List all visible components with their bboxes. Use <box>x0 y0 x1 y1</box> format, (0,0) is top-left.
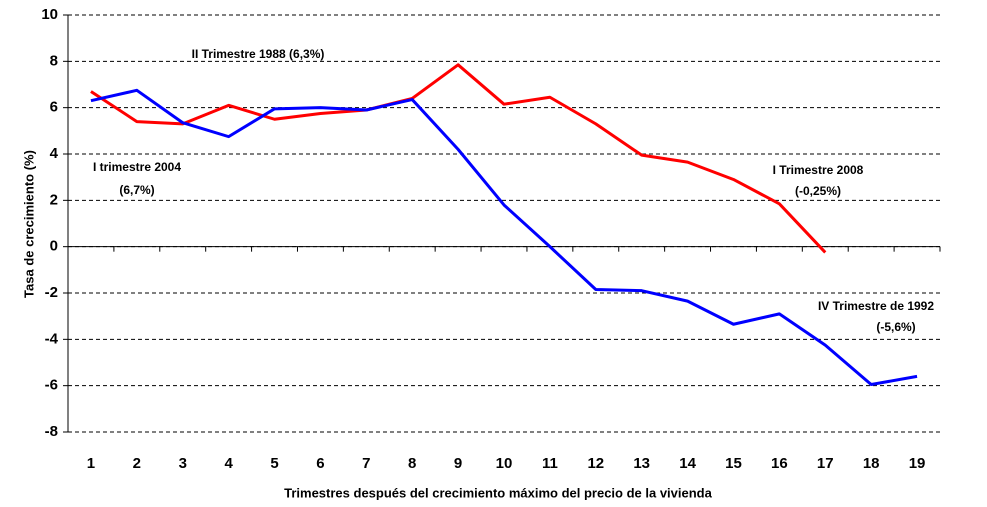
x-tick-label: 11 <box>542 455 558 472</box>
y-tick-label: 8 <box>50 52 58 69</box>
x-tick-label: 16 <box>771 455 788 472</box>
annotation: (6,7%) <box>119 183 154 197</box>
y-tick-label: 2 <box>50 191 58 208</box>
series-line <box>90 88 918 387</box>
annotation: II Trimestre 1988 (6,3%) <box>192 47 325 61</box>
annotation: (-5,6%) <box>876 320 915 334</box>
x-tick-label: 14 <box>679 455 696 472</box>
x-tick-label: 1 <box>87 455 95 472</box>
y-tick-label: -2 <box>45 284 58 301</box>
annotation: I Trimestre 2008 <box>773 163 864 177</box>
x-axis-label: Trimestres después del crecimiento máxim… <box>284 485 713 500</box>
x-tick-label: 8 <box>408 455 416 472</box>
annotation: (-0,25%) <box>795 184 841 198</box>
y-tick-label: -6 <box>45 377 58 394</box>
x-tick-label: 7 <box>362 455 370 472</box>
x-tick-label: 5 <box>270 455 278 472</box>
x-tick-label: 6 <box>316 455 324 472</box>
x-tick-label: 17 <box>817 455 834 472</box>
y-tick-label: 10 <box>41 6 58 23</box>
y-tick-label: 4 <box>50 145 59 162</box>
x-tick-label: 12 <box>587 455 604 472</box>
x-tick-label: 3 <box>179 455 187 472</box>
y-tick-label: 0 <box>50 238 58 255</box>
x-tick-label: 13 <box>633 455 650 472</box>
x-tick-label: 4 <box>224 455 233 472</box>
x-tick-label: 18 <box>863 455 880 472</box>
y-tick-label: -4 <box>45 330 59 347</box>
x-tick-label: 2 <box>133 455 141 472</box>
x-tick-label: 15 <box>725 455 742 472</box>
x-tick-label: 10 <box>496 455 513 472</box>
annotation: IV Trimestre de 1992 <box>818 299 934 313</box>
series-line <box>90 63 827 254</box>
x-tick-label: 9 <box>454 455 462 472</box>
y-tick-label: 6 <box>50 99 58 116</box>
x-tick-label: 19 <box>909 455 926 472</box>
y-axis-label: Tasa de crecimiento (%) <box>21 150 36 298</box>
annotation: I trimestre 2004 <box>93 160 181 174</box>
y-tick-label: -8 <box>45 423 58 440</box>
